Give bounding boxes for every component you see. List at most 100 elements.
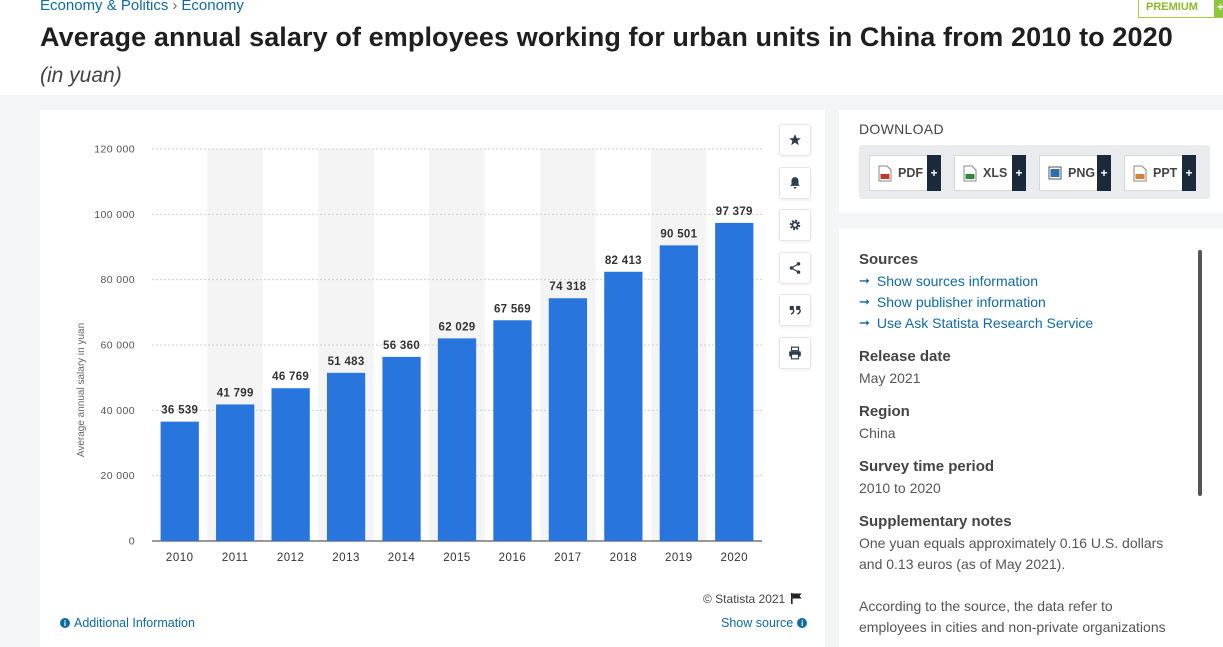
settings-button[interactable] (779, 209, 811, 241)
chart-card: 0 20 000 40 000 60 000 80 000 100 000 120 000 A… (40, 110, 825, 647)
print-button[interactable] (779, 336, 811, 369)
xls-file-icon (963, 165, 977, 181)
info-icon: i (797, 618, 808, 628)
bar (659, 245, 698, 541)
x-tick-label: 2015 (443, 552, 471, 564)
bar-value-label: 82 413 (605, 255, 642, 267)
ppt-file-icon (1133, 165, 1147, 181)
show-source-label: Show source (721, 616, 794, 630)
bar-value-label: 41 799 (217, 387, 254, 399)
xls-label: XLS (983, 166, 1008, 180)
region-value: China (859, 425, 896, 441)
bar-value-label: 97 379 (716, 206, 753, 218)
survey-period-heading: Survey time period (859, 458, 995, 475)
download-heading: DOWNLOAD (859, 121, 944, 137)
show-sources-link[interactable]: ➞ Show sources information (859, 273, 1038, 289)
ask-statista-link[interactable]: ➞ Use Ask Statista Research Service (859, 315, 1093, 331)
download-xls-button[interactable]: XLS + (954, 155, 1026, 191)
favorite-button[interactable] (779, 124, 811, 156)
y-axis-label: Average annual salary in yuan (76, 323, 87, 457)
x-tick-label: 2017 (554, 552, 582, 564)
pdf-label: PDF (898, 166, 923, 180)
y-tick-label: 80 000 (100, 274, 135, 286)
bar (715, 222, 754, 541)
download-ppt-button[interactable]: PPT + (1124, 155, 1196, 191)
statistic-details-panel: Sources ➞ Show sources information ➞ Show … (839, 229, 1223, 647)
bar (493, 320, 532, 541)
download-pdf-button[interactable]: PDF + (869, 155, 941, 191)
y-tick-label: 40 000 (100, 405, 135, 417)
x-tick-label: 2018 (610, 552, 638, 564)
png-label: PNG (1068, 166, 1096, 180)
y-tick-label: 0 (129, 536, 135, 548)
page-subtitle: (in yuan) (40, 64, 122, 87)
bar-value-label: 90 501 (660, 228, 697, 240)
breadcrumb-economy[interactable]: Economy (181, 0, 244, 14)
show-publisher-label: Show publisher information (876, 294, 1046, 310)
credit-text: © Statista 2021 (703, 592, 786, 606)
bar-value-label: 46 769 (272, 371, 309, 383)
x-tick-label: 2014 (388, 552, 416, 564)
arrow-right-icon: ➞ (859, 273, 870, 288)
supplementary-notes-line-2: and 0.13 euros (as of May 2021). (859, 556, 1066, 572)
premium-label: PREMIUM (1146, 1, 1198, 13)
flag-icon[interactable] (790, 593, 803, 604)
additional-information-label: Additional Information (74, 616, 195, 630)
premium-plus: + (1214, 0, 1223, 17)
pdf-plus: + (927, 155, 941, 191)
x-tick-label: 2020 (720, 552, 748, 564)
star-icon (789, 134, 801, 146)
gear-icon (789, 219, 801, 231)
release-date-value: May 2021 (859, 370, 921, 386)
bar-value-label: 74 318 (549, 281, 586, 293)
png-plus: + (1097, 155, 1111, 191)
share-button[interactable] (779, 251, 811, 284)
scrollbar[interactable] (1198, 250, 1202, 496)
y-tick-label: 120 000 (94, 144, 135, 156)
supplementary-notes-line-3: According to the source, the data refer … (859, 598, 1113, 614)
bar-chart: 0 20 000 40 000 60 000 80 000 100 000 120 000 A… (76, 144, 762, 564)
region-heading: Region (859, 403, 910, 420)
xls-plus: + (1012, 155, 1026, 191)
print-icon (789, 346, 801, 359)
release-date-heading: Release date (859, 348, 951, 365)
notification-button[interactable] (779, 166, 811, 199)
quote-icon (789, 305, 801, 315)
bar (382, 356, 421, 541)
arrow-right-icon: ➞ (859, 294, 870, 309)
bar-value-label: 56 360 (383, 340, 420, 352)
arrow-right-icon: ➞ (859, 315, 870, 330)
supplementary-notes-heading: Supplementary notes (859, 513, 1012, 530)
x-tick-label: 2019 (665, 552, 693, 564)
premium-badge[interactable]: PREMIUM + (1138, 0, 1223, 18)
bar-value-label: 67 569 (494, 303, 531, 315)
bar-value-label: 51 483 (328, 356, 365, 368)
show-publisher-link[interactable]: ➞ Show publisher information (859, 294, 1046, 310)
x-tick-label: 2013 (332, 552, 360, 564)
chart-toolbar (779, 124, 811, 379)
survey-period-value: 2010 to 2020 (859, 480, 941, 496)
supplementary-notes-line-1: One yuan equals approximately 0.16 U.S. … (859, 535, 1164, 551)
show-source-link[interactable]: Show source i (721, 616, 808, 630)
x-tick-label: 2011 (222, 552, 249, 564)
ppt-label: PPT (1153, 166, 1178, 180)
bar (216, 404, 255, 541)
bar (437, 338, 477, 541)
bar (604, 271, 643, 541)
download-png-button[interactable]: PNG + (1039, 155, 1111, 191)
breadcrumb: Economy & Politics › Economy (40, 0, 244, 14)
additional-information-link[interactable]: i Additional Information (60, 616, 195, 630)
bar-value-label: 62 029 (439, 321, 476, 333)
download-panel: DOWNLOAD PDF + XLS + PNG + PPT + (839, 110, 1223, 213)
x-tick-label: 2016 (499, 552, 527, 564)
ppt-plus: + (1182, 155, 1196, 191)
show-sources-label: Show sources information (876, 273, 1038, 289)
bar (271, 388, 310, 541)
statista-credit: © Statista 2021 (703, 592, 803, 606)
x-tick-label: 2010 (166, 552, 194, 564)
pdf-file-icon (878, 165, 892, 181)
cite-button[interactable] (779, 294, 811, 326)
bell-icon (790, 176, 800, 189)
info-icon: i (60, 618, 70, 628)
breadcrumb-economy-politics[interactable]: Economy & Politics (40, 0, 169, 14)
